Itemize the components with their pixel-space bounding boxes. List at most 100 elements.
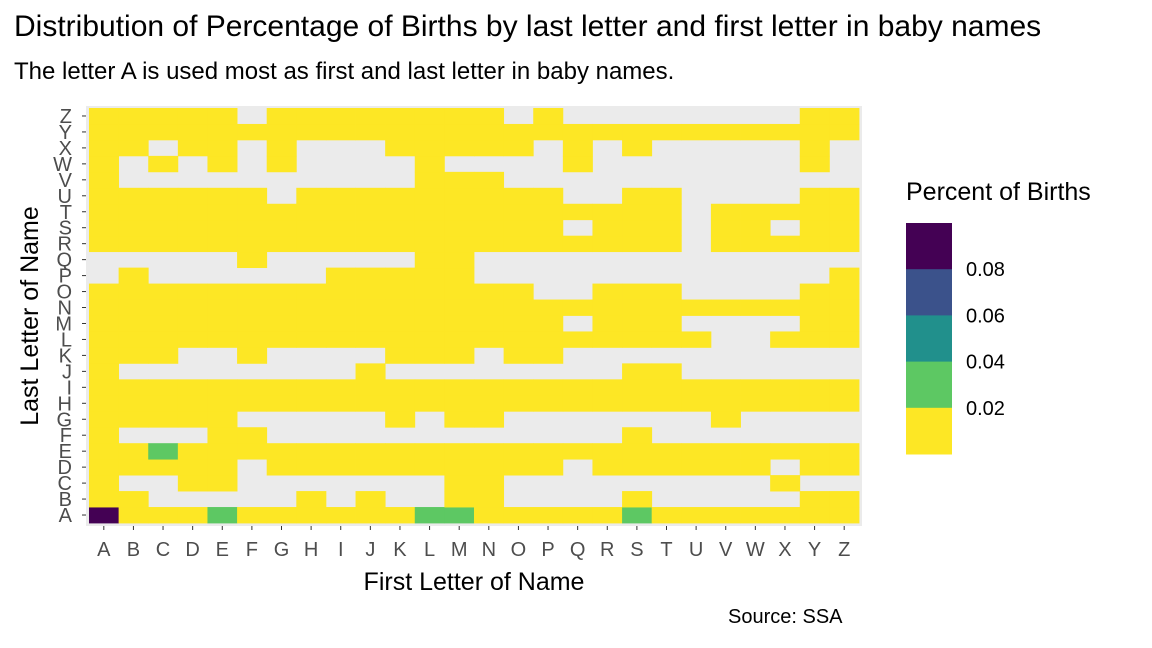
heatmap-cell-S-O (622, 283, 653, 300)
heatmap-cell-S-E (622, 443, 653, 460)
y-tick-label-Q: Q (56, 250, 72, 272)
heatmap-cell-B-E (118, 443, 149, 460)
heatmap-cell-E-L (207, 331, 238, 348)
heatmap-cell-M-Y (444, 123, 475, 141)
heatmap-cell-G-T (266, 203, 297, 221)
heatmap-cell-Y-A (799, 507, 830, 524)
heatmap-cell-B-I (118, 379, 149, 396)
heatmap-cell-G-X (266, 139, 297, 157)
heatmap-cell-J-H (355, 395, 386, 412)
heatmap-cell-D-S (177, 219, 208, 237)
x-tick-label-X: X (778, 539, 791, 561)
heatmap-cell-R-O (592, 283, 623, 300)
heatmap-cell-G-M (266, 315, 297, 332)
heatmap-cell-C-Y (148, 123, 179, 141)
heatmap-cell-N-S (474, 219, 505, 237)
heatmap-cell-O-I (503, 379, 534, 396)
heatmap-cell-X-E (770, 443, 801, 460)
heatmap-cell-L-O (414, 283, 445, 300)
heatmap-cell-I-E (325, 443, 356, 460)
heatmap-cell-M-K (444, 347, 475, 364)
heatmap-cell-S-I (622, 379, 653, 396)
heatmap-cell-Z-M (829, 315, 860, 332)
heatmap-cell-T-Y (651, 123, 682, 141)
heatmap-cell-S-U (622, 187, 653, 205)
chart-caption: Source: SSA (728, 606, 843, 628)
heatmap-cell-V-S (710, 219, 741, 237)
heatmap-cell-K-G (385, 411, 416, 428)
heatmap-cell-T-A (651, 507, 682, 524)
heatmap-cell-O-M (503, 315, 534, 332)
heatmap-cell-J-T (355, 203, 386, 221)
heatmap-cell-Y-X (799, 139, 830, 157)
heatmap-cell-X-C (770, 475, 801, 492)
heatmap-cell-R-I (592, 379, 623, 396)
heatmap-cell-X-A (770, 507, 801, 524)
heatmap-cell-L-D (414, 459, 445, 476)
x-tick-label-W: W (746, 539, 765, 561)
heatmap-cell-A-I (89, 379, 120, 396)
heatmap-cell-E-Z (207, 108, 238, 125)
heatmap-cell-F-T (237, 203, 268, 221)
x-tick-label-N: N (482, 539, 496, 561)
heatmap-cell-F-U (237, 187, 268, 205)
heatmap-cell-L-V (414, 171, 445, 189)
heatmap-cell-K-K (385, 347, 416, 364)
heatmap-cell-C-N (148, 299, 179, 316)
heatmap-cell-Y-T (799, 203, 830, 221)
heatmap-cell-J-O (355, 283, 386, 300)
heatmap-cell-R-E (592, 443, 623, 460)
heatmap-cell-N-C (474, 475, 505, 492)
legend: 0.08 0.06 0.04 0.02 (906, 223, 1005, 455)
heatmap-cell-S-D (622, 459, 653, 476)
heatmap-cell-N-U (474, 187, 505, 205)
legend-swatch-4 (906, 407, 952, 455)
heatmap-cell-S-S (622, 219, 653, 237)
heatmap-cell-A-A (89, 507, 120, 524)
heatmap-cell-V-D (710, 459, 741, 476)
heatmap-cell-C-T (148, 203, 179, 221)
y-tick-label-T: T (60, 202, 72, 224)
heatmap-cell-C-O (148, 283, 179, 300)
x-tick-label-E: E (216, 539, 229, 561)
heatmap-cell-P-Y (533, 123, 564, 141)
heatmap-cell-A-R (89, 235, 120, 253)
heatmap-cell-O-U (503, 187, 534, 205)
heatmap-cell-Y-S (799, 219, 830, 237)
heatmap-cell-W-E (740, 443, 771, 460)
heatmap-cell-R-D (592, 459, 623, 476)
heatmap-cell-Y-U (799, 187, 830, 205)
heatmap-cell-A-U (89, 187, 120, 205)
heatmap-cell-O-T (503, 203, 534, 221)
heatmap-cell-L-S (414, 219, 445, 237)
heatmap-cell-S-T (622, 203, 653, 221)
heatmap-cell-W-D (740, 459, 771, 476)
legend-label-0.06: 0.06 (966, 305, 1005, 327)
x-tick-label-D: D (185, 539, 199, 561)
heatmap-cell-N-H (474, 395, 505, 412)
heatmap-cell-Z-I (829, 379, 860, 396)
heatmap-cell-N-V (474, 171, 505, 189)
heatmap-cell-V-E (710, 443, 741, 460)
heatmap-cell-A-C (89, 475, 120, 492)
x-tick-label-B: B (127, 539, 140, 561)
y-tick-label-C: C (58, 473, 72, 495)
heatmap-cell-W-H (740, 395, 771, 412)
heatmap-cell-P-Z (533, 108, 564, 125)
heatmap-cell-W-A (740, 507, 771, 524)
heatmap-cell-G-D (266, 459, 297, 476)
heatmap-cell-D-L (177, 331, 208, 348)
heatmap-cell-T-H (651, 395, 682, 412)
heatmap-cell-V-A (710, 507, 741, 524)
heatmap-cell-I-S (325, 219, 356, 237)
heatmap-cell-Q-L (562, 331, 593, 348)
heatmap-cell-A-M (89, 315, 120, 332)
heatmap-cell-D-Y (177, 123, 208, 141)
heatmap-cell-R-A (592, 507, 623, 524)
heatmap-cell-M-X (444, 139, 475, 157)
heatmap-cell-Y-R (799, 235, 830, 253)
heatmap-cell-C-H (148, 395, 179, 412)
heatmap-cell-A-O (89, 283, 120, 300)
y-tick-label-A: A (59, 505, 73, 527)
heatmap-cell-N-O (474, 283, 505, 300)
